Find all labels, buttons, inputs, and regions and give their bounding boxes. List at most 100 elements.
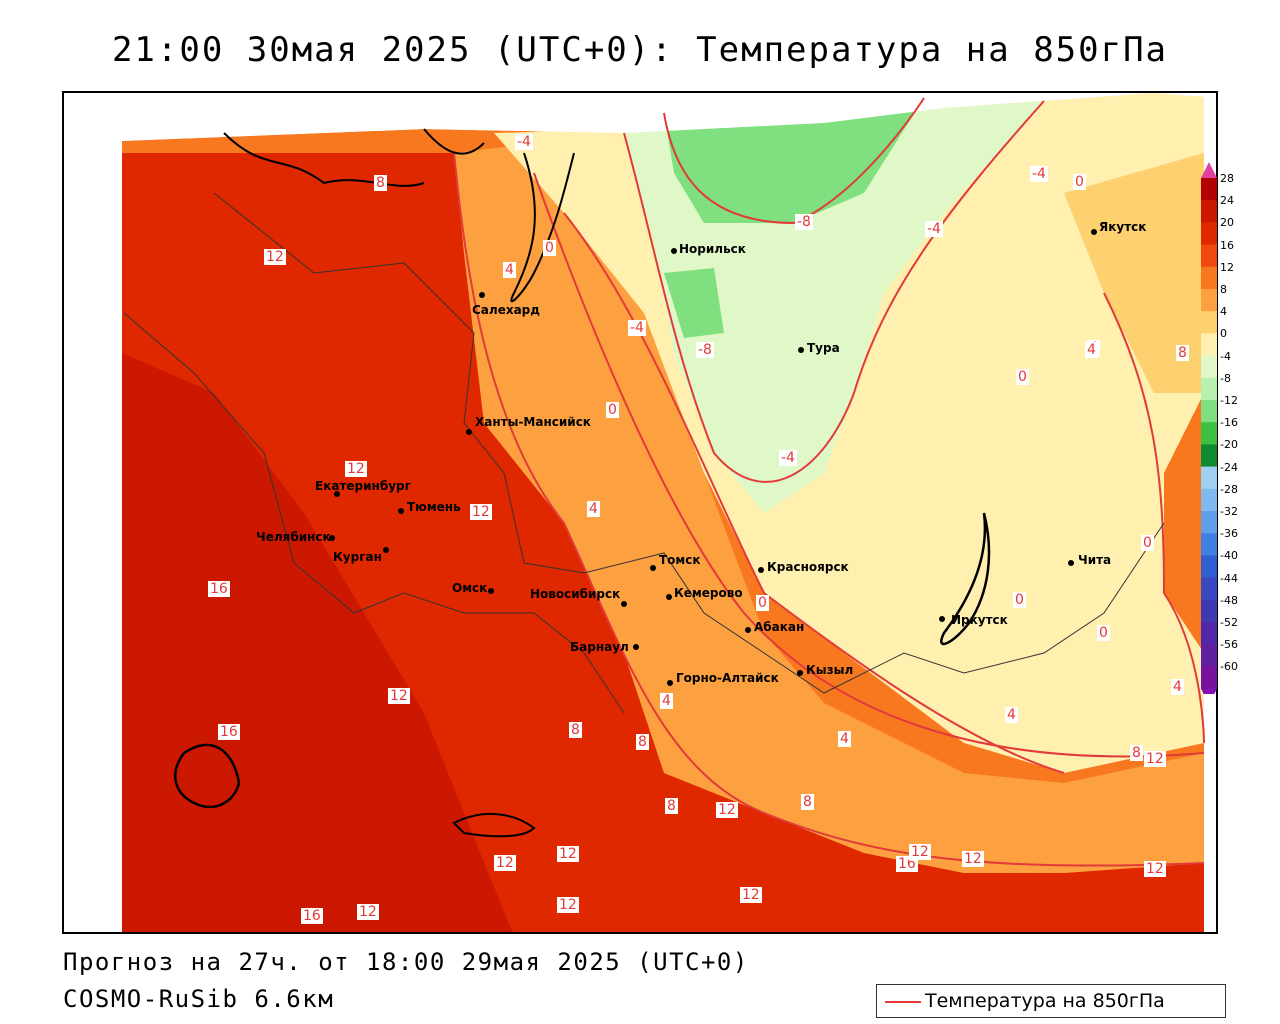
colorbar-tick-label: 12: [1220, 260, 1234, 274]
colorbar-tick-label: -60: [1220, 660, 1238, 674]
contour-label: 12: [470, 504, 492, 520]
contour-4: [563, 212, 1065, 774]
contour-12: [453, 152, 1205, 867]
city-tura: Тура: [807, 341, 840, 355]
contour-label: 12: [557, 897, 579, 913]
contour-label: 12: [909, 844, 931, 860]
contour-label: 8: [569, 722, 582, 738]
colorbar-tick-label: 20: [1220, 216, 1234, 230]
contour-label: -8: [795, 214, 813, 230]
colorbar-swatch: [1201, 422, 1217, 445]
contour-0: [623, 100, 1045, 483]
contour-label: 4: [1005, 707, 1018, 723]
colorbar-swatch: [1201, 644, 1217, 667]
zone-east-warm: [1064, 153, 1204, 393]
contour-label: 12: [740, 887, 762, 903]
city-omsk: Омск: [452, 581, 488, 595]
contour-label: 12: [1144, 861, 1166, 877]
lake-baikal: [940, 512, 991, 645]
colorbar-swatch: [1201, 666, 1217, 690]
colorbar-swatch: [1201, 222, 1217, 246]
outside-west: [64, 93, 122, 932]
city-dot: [650, 565, 656, 571]
map-title: 21:00 30мая 2025 (UTC+0): Температура на…: [111, 30, 1169, 70]
colorbar-swatch: [1201, 466, 1217, 490]
city-tomsk: Томск: [659, 553, 701, 567]
contour-label: -4: [925, 221, 943, 237]
colorbar-tick-label: -24: [1220, 460, 1238, 474]
contour-label: 12: [557, 846, 579, 862]
colorbar-top-arrow: [1201, 162, 1217, 178]
colorbar-swatch: [1201, 200, 1217, 223]
contour-label: 0: [543, 240, 556, 256]
colorbar-tick-label: -8: [1220, 371, 1231, 385]
contour-label: 4: [587, 501, 600, 517]
city-dot: [466, 429, 472, 435]
contour-label: 12: [962, 851, 984, 867]
city-dot: [633, 644, 639, 650]
colorbar-swatch: [1201, 244, 1217, 268]
contour-label: 0: [756, 595, 769, 611]
colorbar-tick-label: 28: [1220, 172, 1234, 185]
contour-label: 16: [896, 856, 918, 872]
contour-label: 4: [838, 731, 851, 747]
contour-label: 12: [357, 904, 379, 920]
colorbar-swatch: [1201, 289, 1217, 312]
colorbar-tick-label: 4: [1220, 305, 1227, 319]
colorbar-swatch: [1201, 577, 1217, 601]
contour-label: 8: [636, 734, 649, 750]
region-borders: [213, 192, 1165, 694]
city-kurgan: Курган: [333, 550, 382, 564]
contour-label: -8: [696, 342, 714, 358]
city-kyzyl: Кызыл: [806, 663, 854, 677]
contour-minus8: [663, 97, 925, 225]
city-dot: [758, 567, 764, 573]
city-yekaterinburg: Екатеринбург: [315, 479, 411, 493]
contour-label: 4: [1085, 342, 1098, 358]
city-dot: [1068, 560, 1074, 566]
colorbar-swatch: [1201, 511, 1217, 534]
city-dot: [383, 547, 389, 553]
colorbar-swatch: [1201, 355, 1217, 379]
city-dot: [939, 616, 945, 622]
contour-label: -4: [779, 450, 797, 466]
colorbar-swatch: [1201, 555, 1217, 579]
lake-balkhash-area: [174, 743, 241, 809]
colorbar-tick-label: -36: [1220, 527, 1238, 541]
colorbar-tick-label: 0: [1220, 327, 1227, 341]
city-barnaul: Барнаул: [570, 640, 629, 654]
colorbar-swatch: [1201, 488, 1217, 512]
outside-north: [64, 93, 1216, 141]
contour-label: 4: [503, 262, 516, 278]
colorbar-tick-label: -32: [1220, 505, 1238, 518]
city-dot: [621, 601, 627, 607]
colorbar-swatch: [1201, 533, 1217, 556]
lake-south: [452, 812, 536, 838]
contour-label: 12: [264, 249, 286, 265]
colorbar-tick-label: -52: [1220, 616, 1238, 629]
city-dot: [667, 680, 673, 686]
city-abakan: Абакан: [754, 620, 805, 634]
colorbar-bottom-arrow: [1201, 688, 1217, 705]
contour-label: 0: [1097, 625, 1110, 641]
city-dot: [671, 248, 677, 254]
colorbar-swatch: [1201, 266, 1217, 290]
colorbar-swatch: [1201, 622, 1217, 645]
colorbar-swatch: [1201, 377, 1217, 401]
city-kemerovo: Кемерово: [674, 586, 743, 600]
contour-label: 4: [1171, 679, 1184, 695]
coastline-ob: [510, 152, 575, 303]
zone-colder: [664, 98, 924, 223]
city-dot: [479, 292, 485, 298]
colorbar: [1199, 162, 1219, 705]
colorbar-tick-label: -16: [1220, 416, 1238, 430]
city-norilsk: Норильск: [679, 242, 746, 256]
colorbar-swatch: [1201, 599, 1217, 623]
region-borders-south: [123, 312, 625, 714]
colorbar-tick-label: -56: [1220, 638, 1238, 652]
contour-label: 12: [494, 855, 516, 871]
city-dot: [398, 508, 404, 514]
contour-8: [533, 172, 1205, 758]
city-dot: [334, 491, 340, 497]
contour-label: -4: [1030, 166, 1048, 182]
